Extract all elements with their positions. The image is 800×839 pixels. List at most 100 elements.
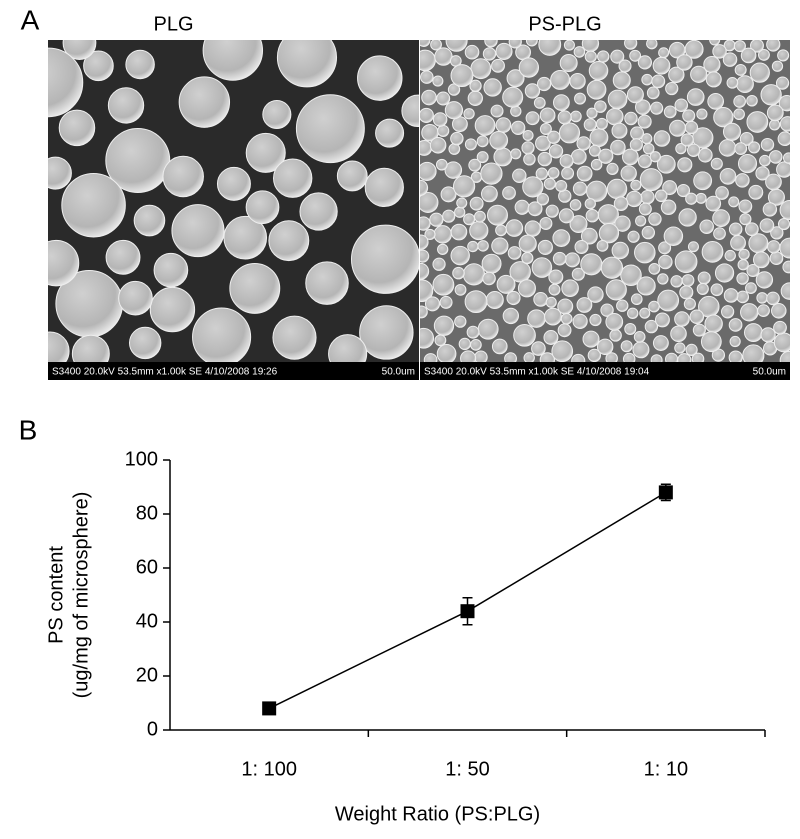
microsphere <box>609 329 622 342</box>
y-tick-label: 80 <box>136 502 158 524</box>
microsphere <box>656 154 676 174</box>
microsphere <box>662 180 678 196</box>
microsphere <box>668 66 685 83</box>
microsphere <box>350 224 419 294</box>
microsphere <box>704 314 723 333</box>
microsphere <box>466 325 480 339</box>
microsphere <box>640 189 655 205</box>
microsphere <box>552 251 567 266</box>
microsphere <box>627 307 639 320</box>
microsphere <box>535 167 549 180</box>
microsphere <box>420 179 429 196</box>
microsphere <box>605 352 618 362</box>
microsphere <box>755 271 774 289</box>
microsphere <box>547 130 561 144</box>
y-axis-title: (ug/mg of microsphere) <box>70 492 92 699</box>
microsphere <box>691 352 705 362</box>
microsphere <box>660 199 677 215</box>
microsphere <box>543 177 556 190</box>
microsphere <box>507 246 522 260</box>
microsphere <box>474 350 488 362</box>
y-tick-label: 20 <box>136 664 158 686</box>
data-point <box>262 701 277 716</box>
microsphere <box>299 192 338 231</box>
microsphere <box>618 59 632 73</box>
microsphere <box>525 40 538 47</box>
microsphere <box>476 135 489 148</box>
microsphere <box>444 161 463 179</box>
microsphere <box>624 40 638 50</box>
microsphere <box>699 219 714 234</box>
microsphere <box>697 271 711 285</box>
image-title: PS-PLG <box>528 13 601 35</box>
microsphere <box>746 263 760 278</box>
microsphere <box>584 198 596 210</box>
microsphere <box>776 161 790 178</box>
microsphere <box>648 263 661 275</box>
microsphere <box>491 58 505 73</box>
microsphere <box>723 288 739 303</box>
microsphere <box>468 158 482 172</box>
microsphere <box>467 90 483 106</box>
microsphere <box>574 92 587 105</box>
microsphere <box>722 122 742 141</box>
microsphere <box>518 57 540 78</box>
microsphere <box>766 291 780 306</box>
microsphere <box>464 138 477 151</box>
microsphere <box>548 269 564 285</box>
microsphere <box>543 329 559 345</box>
microsphere <box>676 54 693 71</box>
microsphere <box>125 49 155 80</box>
microsphere <box>469 196 484 211</box>
microsphere <box>589 313 602 327</box>
microsphere <box>420 305 428 319</box>
microsphere <box>107 87 145 124</box>
image-info: S3400 20.0kV 53.5mm x1.00k SE 4/10/2008 … <box>52 367 278 378</box>
microsphere <box>484 40 498 48</box>
y-tick-label: 100 <box>125 448 158 470</box>
microsphere <box>768 150 783 164</box>
microsphere <box>654 189 668 203</box>
microsphere <box>571 267 585 281</box>
microsphere <box>759 154 771 167</box>
microsphere <box>489 131 509 150</box>
microsphere <box>48 156 72 190</box>
microsphere <box>736 290 750 304</box>
microsphere <box>681 274 695 287</box>
microsphere <box>779 116 790 132</box>
info-bar <box>420 362 790 380</box>
microsphere <box>614 215 631 232</box>
microsphere <box>511 120 526 135</box>
microsphere <box>648 300 660 313</box>
microsphere <box>658 47 670 59</box>
microsphere <box>223 215 268 260</box>
microsphere <box>674 342 686 354</box>
microsphere <box>684 120 699 135</box>
microsphere <box>606 178 628 200</box>
microsphere <box>452 175 476 198</box>
microsphere <box>605 313 624 331</box>
microsphere <box>564 252 580 268</box>
microsphere <box>506 69 525 88</box>
microsphere <box>607 89 628 110</box>
microsphere <box>748 184 764 200</box>
microsphere <box>728 318 743 332</box>
microsphere <box>454 283 467 296</box>
microsphere <box>710 157 723 170</box>
microsphere <box>588 60 609 81</box>
microsphere <box>653 130 671 147</box>
microsphere <box>276 40 338 88</box>
microsphere <box>777 217 790 231</box>
microsphere <box>545 204 559 218</box>
microsphere <box>733 108 745 121</box>
microsphere <box>561 279 579 298</box>
microsphere <box>734 63 747 76</box>
microsphere <box>758 48 770 61</box>
microsphere <box>467 240 479 253</box>
microsphere <box>508 40 522 49</box>
microsphere <box>524 220 541 237</box>
microsphere <box>569 73 586 90</box>
microsphere <box>420 216 431 231</box>
microsphere <box>482 271 496 286</box>
microsphere <box>118 280 153 316</box>
